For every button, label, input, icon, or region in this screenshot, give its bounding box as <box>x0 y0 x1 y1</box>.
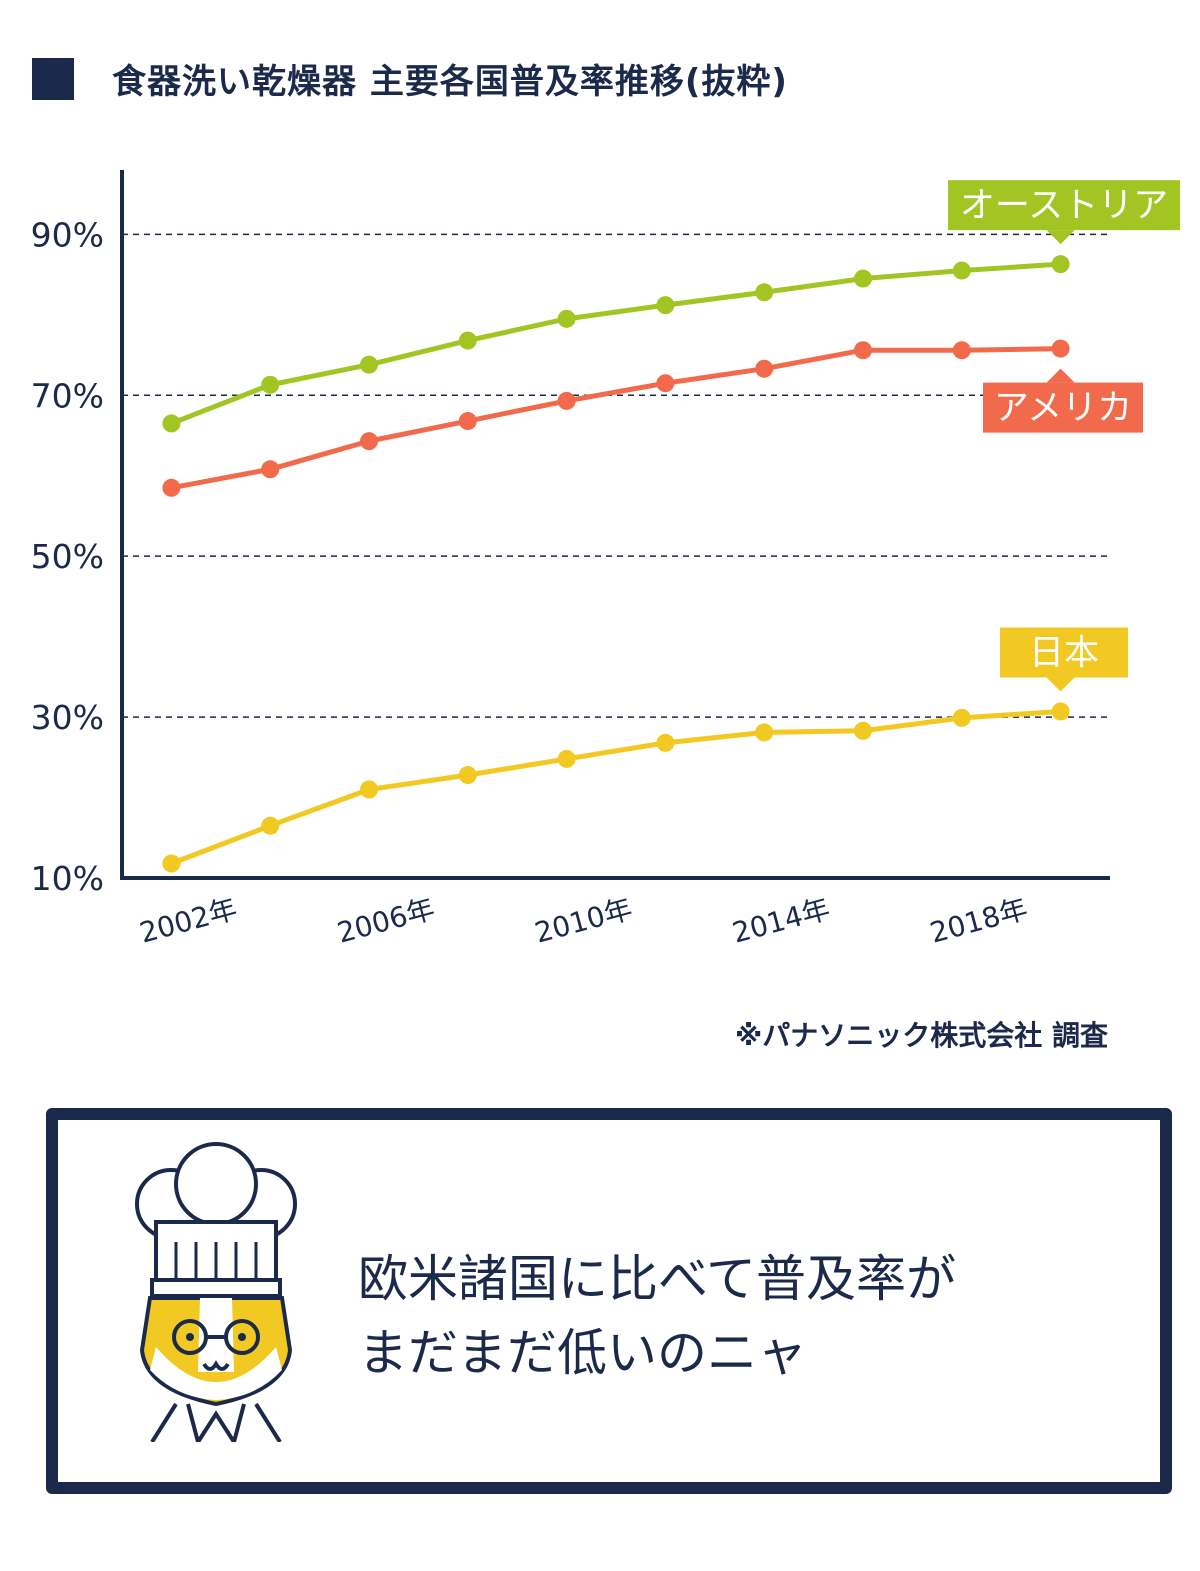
callout-label-1: アメリカ <box>994 389 1132 429</box>
data-point-1-9 <box>1051 339 1070 358</box>
callout-box-2 <box>1000 627 1128 678</box>
data-point-1-5 <box>656 374 675 393</box>
data-point-0-0 <box>162 414 181 433</box>
y-tick-label-1: 30% <box>31 698 104 737</box>
callout-pointer-0 <box>1046 230 1075 245</box>
data-point-2-3 <box>458 766 477 785</box>
data-point-0-6 <box>755 283 774 302</box>
data-point-1-4 <box>557 391 576 410</box>
data-point-1-6 <box>755 359 774 378</box>
data-point-1-2 <box>360 432 378 451</box>
callout-pointer-1 <box>1046 368 1075 383</box>
message-line-1: 欧米諸国に比べて普及率が <box>358 1250 956 1308</box>
data-point-0-9 <box>1051 255 1070 274</box>
y-tick-label-4: 90% <box>31 215 104 254</box>
x-tick-label-0: 2002年 <box>136 892 240 950</box>
callout-label-2: 日本 <box>1029 633 1099 673</box>
x-tick-label-1: 2006年 <box>334 892 438 950</box>
message-line-2: まだまだ低いのニャ <box>358 1324 807 1382</box>
y-tick-label-2: 50% <box>31 537 104 576</box>
data-point-1-3 <box>458 412 477 431</box>
data-point-2-5 <box>656 733 675 752</box>
data-point-2-9 <box>1051 702 1070 721</box>
chart-title-row: 食器洗い乾燥器 主要各国普及率推移(抜粋) <box>32 54 788 103</box>
x-tick-label-4: 2018年 <box>927 892 1031 950</box>
data-point-2-8 <box>952 708 971 727</box>
data-point-2-7 <box>854 721 872 740</box>
series-line-2 <box>170 708 1061 866</box>
data-point-2-4 <box>557 749 576 768</box>
chef-cat-mascot-icon <box>135 1142 297 1442</box>
series-line-0 <box>170 261 1061 426</box>
data-point-1-7 <box>854 341 872 360</box>
data-point-2-1 <box>261 816 280 835</box>
chart-title: 食器洗い乾燥器 主要各国普及率推移(抜粋) <box>112 62 788 102</box>
data-point-0-5 <box>656 296 675 315</box>
data-point-0-8 <box>952 261 971 280</box>
message-text: 欧米諸国に比べて普及率が まだまだ低いのニャ <box>358 1242 1138 1390</box>
y-tick-label-3: 70% <box>31 376 104 415</box>
data-point-2-2 <box>360 780 378 799</box>
y-tick-label-0: 10% <box>31 859 104 898</box>
data-point-1-0 <box>162 478 181 497</box>
data-point-0-2 <box>360 355 378 374</box>
callout-box-0 <box>948 180 1180 231</box>
data-point-0-4 <box>557 309 576 328</box>
data-point-1-1 <box>261 460 280 479</box>
data-point-1-8 <box>952 341 971 360</box>
data-point-0-1 <box>261 375 280 394</box>
source-note: ※パナソニック株式会社 調査 <box>735 1019 1108 1052</box>
callout-box-1 <box>983 382 1143 433</box>
data-point-0-3 <box>458 331 477 350</box>
message-box: 欧米諸国に比べて普及率が まだまだ低いのニャ <box>46 1108 1172 1494</box>
callout-label-0: オーストリア <box>960 186 1168 226</box>
line-chart: 10% 30% 50% 70% 90% 2002年 2006年 2010年 2014年 2018年… <box>31 170 1180 950</box>
title-square-icon <box>32 57 74 100</box>
callout-pointer-2 <box>1046 677 1075 692</box>
series-line-1 <box>170 346 1061 491</box>
x-tick-label-3: 2014年 <box>729 892 833 950</box>
x-tick-label-2: 2010年 <box>531 892 635 950</box>
data-point-0-7 <box>854 269 872 288</box>
data-point-2-6 <box>755 723 774 742</box>
data-point-2-0 <box>162 854 181 873</box>
